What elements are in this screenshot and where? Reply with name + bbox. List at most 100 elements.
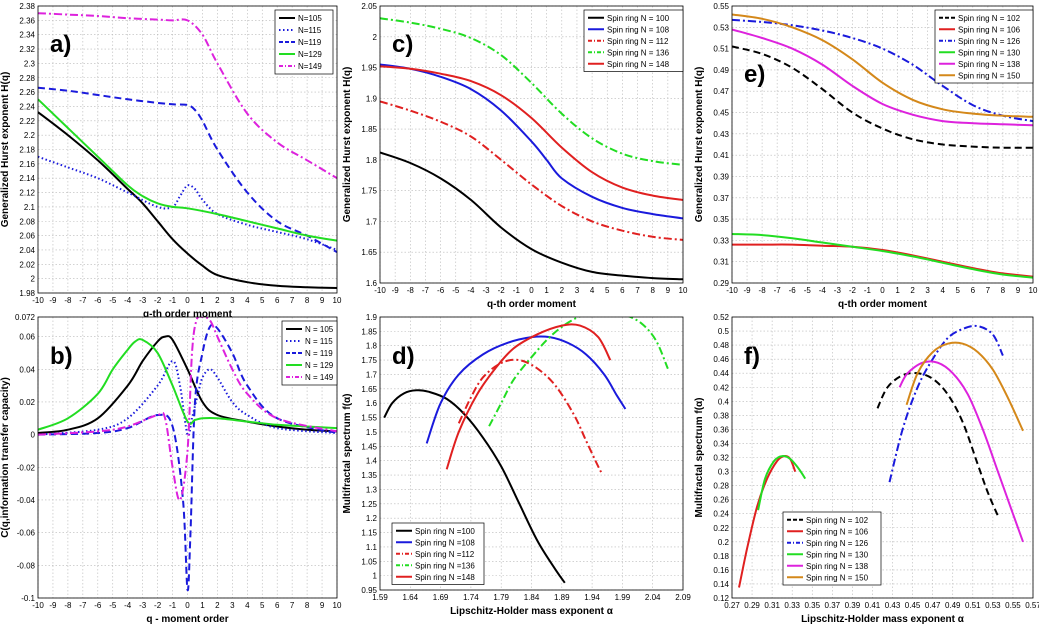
x-tick-label: -7: [774, 286, 782, 295]
y-tick-label: 1.6: [366, 279, 378, 288]
plot-frame: [731, 5, 1034, 284]
y-tick-label: 1: [373, 572, 378, 581]
x-tick-label: -3: [482, 286, 490, 295]
x-tick-label: -5: [109, 601, 117, 610]
y-axis-label: Generalized Hurst exponent H(q): [694, 67, 705, 223]
series-line-f-4: [898, 360, 1024, 543]
y-tick-label: 0.51: [713, 45, 729, 54]
series-line-c-1: [380, 63, 683, 220]
y-axis-label: C(q,information transfer capacity): [0, 377, 11, 538]
y-tick-label: 1.35: [361, 471, 377, 480]
x-tick-label: 1: [200, 296, 205, 305]
legend-entry: Spin ring N = 102: [958, 14, 1021, 23]
y-axis-label: Generalized Hurst exponent H(q): [342, 67, 353, 223]
x-tick-label: 1.89: [554, 593, 570, 602]
y-tick-label: 2: [373, 33, 378, 42]
legend-box: [934, 9, 1034, 84]
panel-label: b): [50, 343, 73, 370]
y-tick-label: 0.3: [718, 468, 730, 477]
x-tick-label: 1: [200, 601, 205, 610]
y-tick-label: 2.02: [19, 260, 35, 269]
x-tick-label: 2: [560, 286, 565, 295]
x-tick-label: 0.51: [965, 601, 981, 610]
legend-entry: Spin ring N = 126: [806, 539, 869, 548]
y-tick-label: 0.16: [713, 566, 729, 575]
x-tick-label: -6: [437, 286, 445, 295]
plot-frame: [37, 316, 338, 599]
x-tick-label: -2: [154, 296, 162, 305]
y-tick-label: 0.52: [713, 313, 729, 322]
series-line-b-4: [38, 317, 337, 502]
y-tick-label: 0.55: [713, 2, 729, 11]
x-tick-label: 0.41: [865, 601, 881, 610]
y-tick-label: 0.35: [713, 215, 729, 224]
x-tick-label: -6: [94, 601, 102, 610]
x-tick-label: 0.53: [985, 601, 1001, 610]
y-tick-label: 0.06: [19, 333, 35, 342]
legend-entry: Spin ring N =112: [415, 550, 475, 559]
panel-c: -10 -9 -8 -7 -6 -5 -4 -3 -2 -1 0 1 2 3 4 5 6 7 8 9 101.61.65…: [342, 2, 688, 310]
legend: Spin ring N =100 Spin ring N =108 Spin rin…: [391, 522, 485, 585]
series-line-c-4: [380, 65, 683, 201]
series-line-e-4: [732, 28, 1033, 127]
x-tick-label: 7: [290, 601, 295, 610]
x-tick-label: 0.31: [764, 601, 780, 610]
y-tick-label: 0.37: [713, 194, 729, 203]
x-tick-label: 0.35: [804, 601, 820, 610]
legend-entry: Spin ring N =136: [415, 561, 475, 570]
x-tick-label: -8: [759, 286, 767, 295]
legend-entry: N=149: [298, 62, 322, 71]
panel-d: 1.59 1.64 1.69 1.74 1.79 1.84 1.89 1.94 1.99 2.04…: [342, 313, 691, 617]
y-tick-label: 0.38: [713, 411, 729, 420]
y-tick-label: 0.072: [15, 313, 36, 322]
x-tick-label: 8: [305, 601, 310, 610]
x-tick-label: 0.55: [1005, 601, 1021, 610]
plot-frame: [379, 5, 684, 284]
panel-label: c): [392, 31, 413, 58]
series-line-e-3: [732, 233, 1033, 279]
series-line-d-2: [457, 358, 603, 473]
x-tick-label: 0.45: [905, 601, 921, 610]
x-tick-label: 5: [260, 601, 265, 610]
y-tick-label: 0.29: [713, 279, 729, 288]
series-line-c-3: [380, 17, 683, 166]
y-tick-label: 2.34: [19, 31, 35, 40]
series-line-a-3: [38, 98, 337, 242]
y-tick-label: 0.39: [713, 172, 729, 181]
y-tick-label: 2: [31, 275, 36, 284]
x-axis-label: q-th order moment: [838, 299, 928, 310]
x-tick-label: -8: [64, 296, 72, 305]
x-tick-label: -5: [109, 296, 117, 305]
panel-b: -10 -9 -8 -7 -6 -5 -4 -3 -2 -1 0 1 2 3 4 5 6 7 8 9 10-0.1-0.…: [0, 313, 342, 625]
series-line-b-0: [38, 335, 337, 434]
legend-box: [274, 9, 334, 75]
y-tick-label: 2.36: [19, 16, 35, 25]
y-tick-label: 1.65: [361, 385, 377, 394]
x-tick-label: -1: [513, 286, 521, 295]
y-tick-label: 1.6: [366, 399, 378, 408]
x-tick-label: 1.64: [403, 593, 419, 602]
x-tick-label: -4: [124, 296, 132, 305]
x-tick-label: -9: [49, 601, 57, 610]
x-axis-label: Lipschitz-Holder mass exponent α: [450, 606, 614, 617]
y-axis-label: Multifractal spectrum f(α): [694, 397, 705, 517]
panel-label: e): [744, 61, 765, 88]
x-tick-label: 0.29: [744, 601, 760, 610]
x-tick-label: -5: [804, 286, 812, 295]
series-line-a-4: [38, 12, 337, 180]
y-tick-label: 2.24: [19, 102, 35, 111]
x-tick-label: 8: [305, 296, 310, 305]
series-line-d-1: [425, 335, 627, 444]
x-tick-label: 2: [215, 601, 220, 610]
y-tick-label: 1.9: [366, 313, 378, 322]
x-tick-label: 1: [544, 286, 549, 295]
x-tick-label: -2: [154, 601, 162, 610]
legend-entry: N = 129: [305, 361, 334, 370]
panel-a: -10 -9 -8 -7 -6 -5 -4 -3 -2 -1 0 1 2 3 4 5 6 7 8 9 101.9822.…: [0, 2, 342, 320]
y-tick-label: 1.9: [366, 94, 378, 103]
panel-label: a): [50, 31, 71, 58]
x-tick-label: 9: [1016, 286, 1021, 295]
y-tick-label: 0.26: [713, 496, 729, 505]
legend-entry: N=129: [298, 50, 322, 59]
